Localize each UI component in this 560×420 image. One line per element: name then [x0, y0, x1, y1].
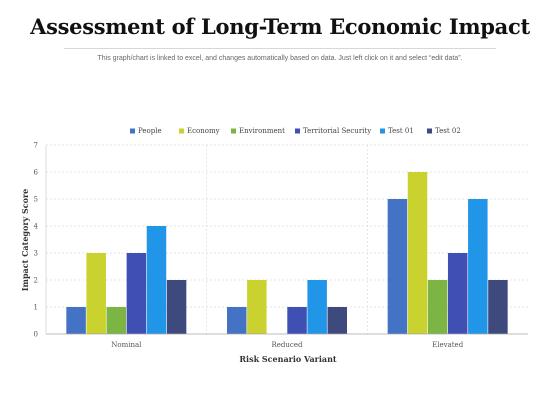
- legend-item: Test 02: [427, 127, 461, 135]
- title-divider: [64, 48, 496, 49]
- bar-reduced-economy: [247, 280, 267, 334]
- legend-label: Test 01: [388, 127, 414, 135]
- legend-item: Test 01: [380, 127, 414, 135]
- legend-item: Territorial Security: [295, 127, 371, 135]
- y-tick-label: 4: [34, 223, 39, 231]
- x-tick-label: Reduced: [272, 341, 303, 349]
- legend-swatch: [179, 128, 184, 134]
- bar-reduced-test-01: [307, 280, 327, 334]
- legend-swatch: [130, 128, 135, 134]
- y-tick-label: 3: [34, 250, 38, 258]
- y-tick-label: 2: [34, 277, 38, 285]
- bar-nominal-test-01: [146, 226, 167, 334]
- legend-item: People: [130, 127, 162, 135]
- chart-grid: [46, 144, 528, 334]
- bar-reduced-people: [227, 307, 247, 334]
- legend-item: Economy: [179, 127, 220, 135]
- legend-label: Environment: [239, 127, 285, 135]
- legend-item: Environment: [231, 127, 285, 135]
- bar-elevated-environment: [427, 280, 448, 334]
- legend-swatch: [295, 128, 300, 134]
- bar-elevated-test-01: [468, 199, 488, 334]
- y-tick-label: 5: [34, 196, 38, 204]
- legend-swatch: [380, 128, 385, 134]
- bar-elevated-test-02: [488, 280, 508, 334]
- chart-axes: 0 1 2 3 4 5 6 7 Nominal Reduced Elevated: [34, 142, 528, 349]
- x-axis-title: Risk Scenario Variant: [239, 354, 337, 364]
- page-title: Assessment of Long-Term Economic Impact: [30, 14, 530, 39]
- bar-nominal-economy: [86, 253, 106, 334]
- x-tick-label: Elevated: [432, 341, 464, 349]
- bar-reduced-territorial-security: [287, 307, 307, 334]
- bar-nominal-people: [66, 307, 86, 334]
- chart-legend: People Economy Environment Territorial Secu…: [130, 127, 461, 135]
- y-tick-label: 7: [34, 142, 38, 150]
- legend-label: Territorial Security: [303, 127, 371, 135]
- y-tick-label: 6: [34, 169, 39, 177]
- bar-nominal-test-02: [166, 280, 187, 334]
- y-axis-title: Impact Category Score: [20, 189, 30, 292]
- chart-bars: [66, 172, 508, 334]
- legend-label: People: [138, 127, 162, 135]
- legend-label: Test 02: [435, 127, 461, 135]
- bar-elevated-territorial-security: [447, 253, 468, 334]
- bar-elevated-economy: [407, 172, 428, 334]
- bar-nominal-territorial-security: [126, 253, 147, 334]
- legend-swatch: [427, 128, 432, 134]
- x-tick-label: Nominal: [111, 341, 142, 349]
- y-tick-label: 0: [34, 331, 38, 339]
- bar-elevated-people: [387, 199, 408, 334]
- bar-reduced-test-02: [327, 307, 347, 334]
- page-subtitle: This graph/chart is linked to excel, and…: [97, 55, 463, 62]
- bar-nominal-environment: [106, 307, 127, 334]
- legend-swatch: [231, 128, 236, 134]
- legend-label: Economy: [187, 127, 220, 135]
- y-tick-label: 1: [34, 304, 38, 312]
